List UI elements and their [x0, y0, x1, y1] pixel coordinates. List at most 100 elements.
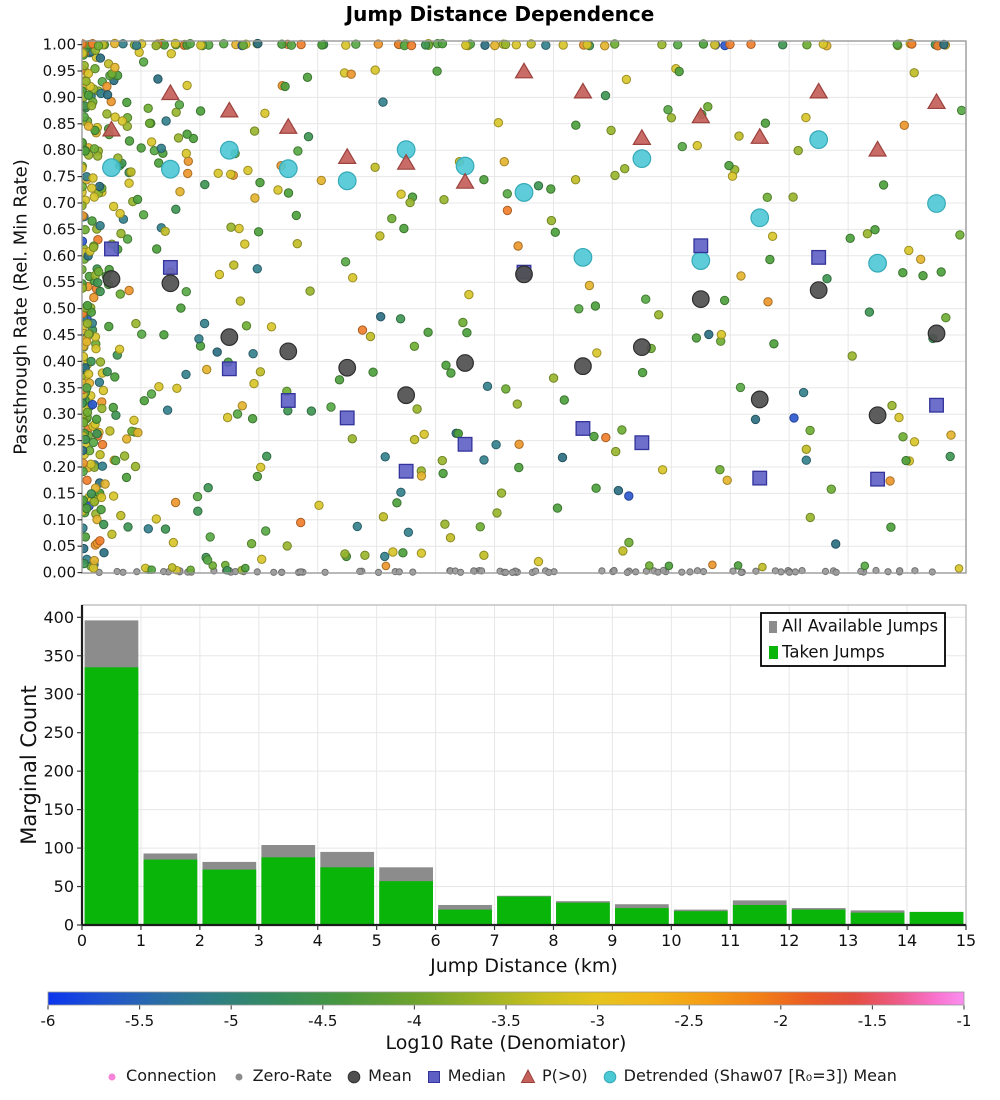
- detrended-marker: [160, 159, 180, 179]
- scatter-point: [171, 204, 181, 215]
- legend-dot: [235, 1073, 243, 1080]
- scatter-point: [704, 329, 714, 340]
- scatter-point: [83, 369, 94, 379]
- scatter-point: [82, 383, 92, 393]
- scatter-point: [146, 137, 157, 147]
- scatter-point: [475, 522, 485, 532]
- scatter-point: [82, 466, 88, 477]
- scatter-point: [116, 510, 126, 521]
- p-gt0-marker: [219, 101, 239, 118]
- p-gt0-marker: [691, 107, 711, 124]
- scatter-point: [110, 62, 120, 73]
- scatter-y-tick-label: 0.50: [43, 300, 76, 318]
- scatter-point: [83, 121, 94, 131]
- scatter-point: [286, 40, 297, 50]
- taken-jumps-bar: [556, 902, 610, 925]
- scatter-point: [94, 181, 105, 192]
- scatter-point: [102, 90, 113, 100]
- scatter-point: [89, 292, 99, 303]
- scatter-point: [624, 537, 634, 548]
- scatter-point: [885, 476, 895, 486]
- scatter-point: [378, 97, 388, 107]
- scatter-point: [199, 318, 210, 329]
- zero-rate-point: [791, 568, 799, 576]
- scatter-point: [440, 519, 450, 529]
- scatter-point: [409, 434, 420, 445]
- scatter-point: [461, 40, 471, 50]
- scatter-point: [82, 112, 89, 122]
- detrended-marker: [514, 183, 534, 202]
- scatter-y-tick-label: 0.95: [43, 62, 76, 80]
- scatter-point: [664, 561, 674, 571]
- scatter-point: [746, 39, 756, 49]
- p-gt0-marker: [337, 147, 357, 164]
- scatter-point: [479, 175, 489, 185]
- scatter-point: [445, 533, 456, 543]
- scatter-point: [222, 412, 233, 423]
- scatter-point: [95, 286, 105, 297]
- scatter-point: [365, 331, 376, 342]
- scatter-point: [916, 254, 926, 264]
- scatter-point: [82, 543, 89, 554]
- scatter-point: [600, 41, 610, 51]
- zero-rate-point: [911, 567, 919, 575]
- scatter-point: [212, 347, 222, 357]
- scatter-point: [673, 40, 683, 50]
- scatter-point: [193, 506, 203, 516]
- scatter-point: [571, 120, 581, 130]
- scatter-y-tick-label: 0.80: [43, 141, 76, 159]
- scatter-point: [194, 334, 204, 344]
- histogram-y-tick-label: 400: [43, 608, 74, 627]
- scatter-point: [376, 312, 386, 322]
- scatter-point: [97, 461, 108, 471]
- scatter-point: [724, 160, 734, 171]
- mean-marker: [338, 358, 357, 377]
- scatter-point: [95, 450, 105, 460]
- scatter-point: [398, 548, 408, 558]
- scatter-point: [898, 432, 908, 442]
- scatter-point: [82, 523, 88, 533]
- scatter-point: [203, 483, 213, 493]
- scatter-point: [172, 383, 182, 393]
- scatter-point: [124, 285, 134, 296]
- scatter-point: [97, 403, 107, 414]
- histogram-y-tick-label: 250: [43, 723, 74, 742]
- scatter-point: [346, 69, 356, 79]
- scatter-point: [143, 524, 154, 534]
- median-marker: [693, 238, 709, 254]
- zero-rate-point: [160, 568, 168, 576]
- scatter-point: [280, 81, 290, 92]
- scatter-point: [303, 132, 314, 142]
- scatter-y-tick-label: 0.40: [43, 352, 76, 370]
- scatter-point: [845, 233, 855, 244]
- scatter-point: [108, 201, 119, 212]
- scatter-point: [894, 412, 904, 423]
- scatter-point: [240, 239, 250, 249]
- scatter-y-tick-label: 0.60: [43, 247, 76, 265]
- mean-series: [102, 265, 946, 425]
- scatter-point: [83, 68, 94, 79]
- scatter-point: [108, 491, 119, 501]
- legend-item-0: Connection: [103, 1066, 217, 1085]
- scatter-point: [446, 368, 456, 378]
- scatter-point: [82, 211, 88, 221]
- scatter-point: [292, 239, 302, 249]
- scatter-point: [514, 462, 524, 473]
- zero-rate-point: [632, 568, 640, 576]
- histogram-x-axis: 0 1 2 3 4 5 6 7 8 9 10 11 12 13 14 15: [77, 925, 976, 950]
- scatter-point: [107, 529, 117, 539]
- scatter-point: [261, 526, 271, 536]
- mean-marker: [220, 328, 239, 347]
- median-marker: [162, 259, 178, 275]
- scatter-point: [909, 68, 919, 78]
- scatter-point: [886, 522, 896, 532]
- scatter-point: [89, 144, 100, 154]
- histogram-y-tick-label: 100: [43, 839, 74, 858]
- taken-jumps-bar: [614, 908, 669, 925]
- histogram-y-tick-label: 0: [64, 916, 74, 935]
- scatter-point: [166, 49, 177, 59]
- colorbar-tick-label: -1.5: [858, 1012, 887, 1030]
- zero-rate-point: [409, 568, 417, 576]
- taken-jumps-bar: [438, 909, 492, 925]
- scatter-y-tick-label: 0.15: [43, 484, 76, 502]
